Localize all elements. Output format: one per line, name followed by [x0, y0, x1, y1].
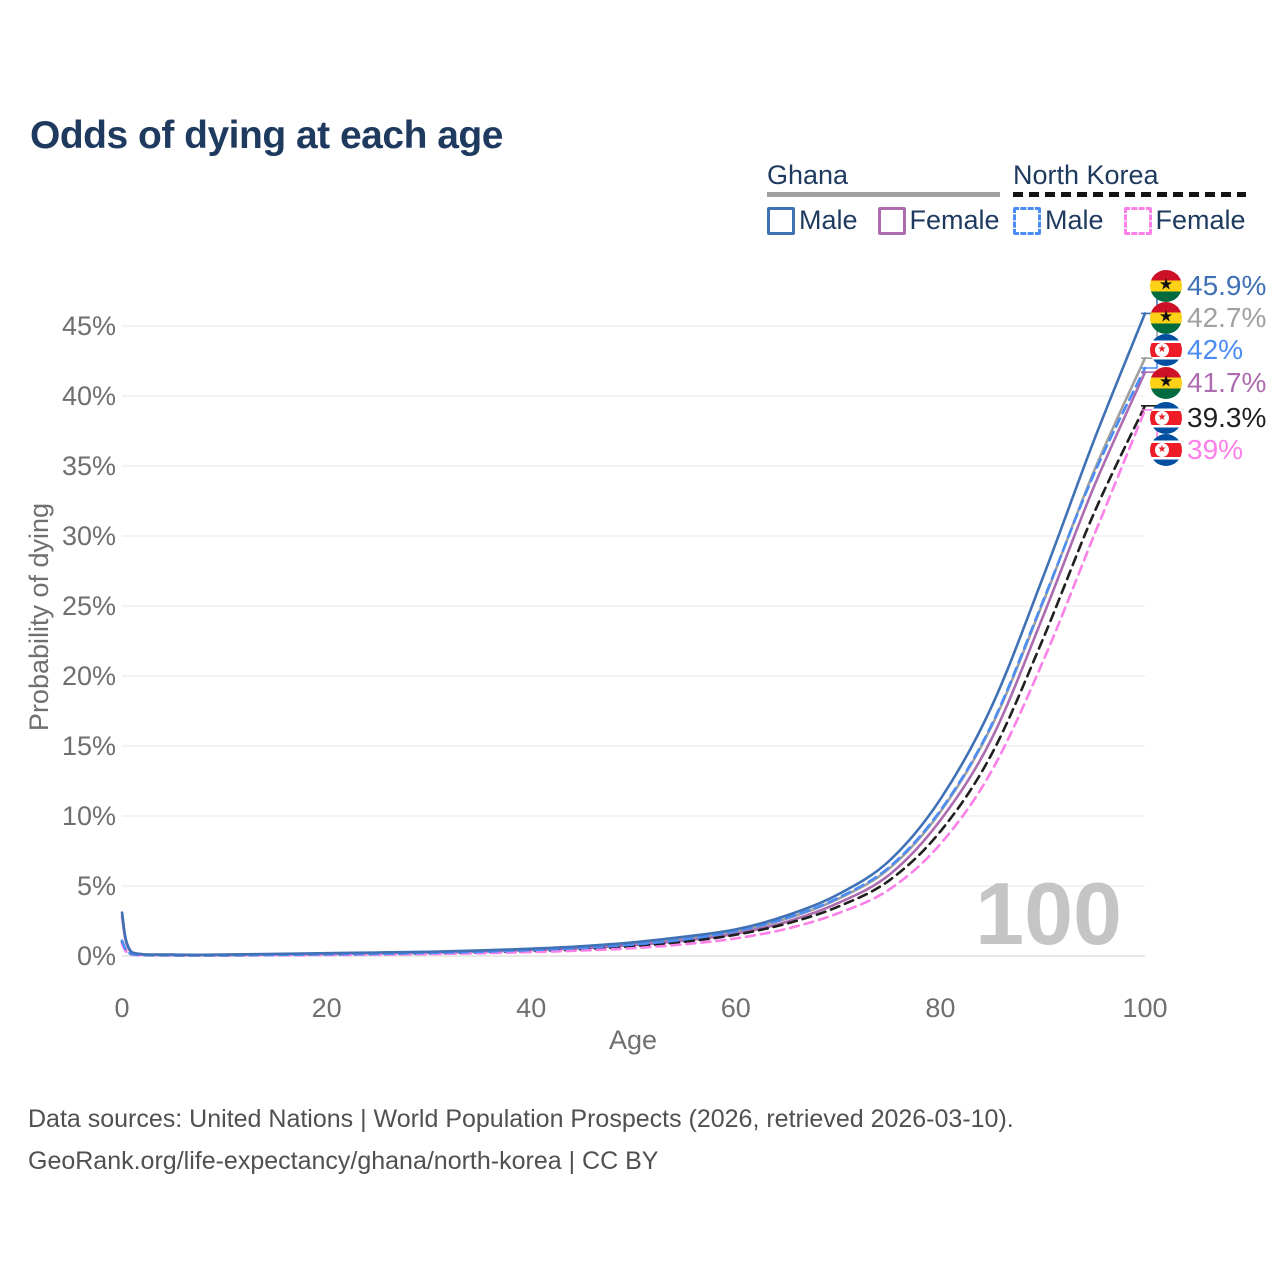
legend-item-label: Female: [1155, 205, 1246, 235]
legend-ghana-label: Ghana: [767, 160, 849, 190]
x-tick-label: 0: [114, 993, 129, 1023]
series-line-ghana-male: [120, 312, 1147, 957]
end-label-connector: [1141, 317, 1166, 359]
legend-item-north-korea-female[interactable]: Female: [1123, 205, 1246, 236]
end-label-connector: [1141, 409, 1166, 451]
legend-item-north-korea-male[interactable]: Male: [1013, 205, 1104, 236]
legend-north-korea-underline: [1013, 192, 1246, 197]
end-label-connector: [1141, 285, 1166, 315]
north-korea-female-swatch-icon: [1123, 206, 1152, 235]
north-korea-male-swatch-icon: [1013, 206, 1041, 235]
y-tick-label: 35%: [62, 451, 116, 481]
legend-item-label: Female: [909, 205, 1000, 235]
x-tick-label: 60: [721, 993, 751, 1023]
y-tick-label: 45%: [62, 311, 116, 341]
legend-ghana-underline: [767, 192, 1000, 197]
y-tick-label: 30%: [62, 521, 116, 551]
legend-item-label: Male: [799, 205, 858, 235]
footer-attribution: GeoRank.org/life-expectancy/ghana/north-…: [28, 1147, 659, 1175]
y-tick-label: 25%: [62, 591, 116, 621]
ghana-male-swatch-icon: [767, 206, 795, 235]
page-title: Odds of dying at each age: [30, 114, 503, 158]
y-axis-title: Probability of dying: [24, 503, 54, 731]
age-counter-watermark: 100: [975, 864, 1122, 963]
ghana-female-swatch-icon: [877, 206, 906, 235]
x-tick-label: 40: [516, 993, 546, 1023]
y-tick-label: 10%: [62, 801, 116, 831]
series-line-north-korea-female: [120, 408, 1147, 957]
x-tick-label: 20: [312, 993, 342, 1023]
footer-data-sources: Data sources: United Nations | World Pop…: [28, 1105, 1014, 1133]
footer: Data sources: United Nations | World Pop…: [28, 1098, 1014, 1182]
legend-item-ghana-male[interactable]: Male: [767, 205, 858, 236]
x-tick-label: 100: [1122, 993, 1167, 1023]
x-axis-title: Age: [609, 1025, 657, 1055]
y-tick-label: 15%: [62, 731, 116, 761]
legend-group-north-korea: North Korea Male Female: [1013, 160, 1246, 236]
x-tick-label: 80: [925, 993, 955, 1023]
legend-north-korea-label: North Korea: [1013, 160, 1159, 190]
y-tick-label: 5%: [77, 871, 116, 901]
y-tick-label: 40%: [62, 381, 116, 411]
legend-group-ghana: Ghana Male Female: [767, 160, 1000, 236]
legend-item-ghana-female[interactable]: Female: [877, 205, 1000, 236]
y-tick-label: 0%: [77, 941, 116, 971]
y-tick-label: 20%: [62, 661, 116, 691]
legend-item-label: Male: [1045, 205, 1104, 235]
